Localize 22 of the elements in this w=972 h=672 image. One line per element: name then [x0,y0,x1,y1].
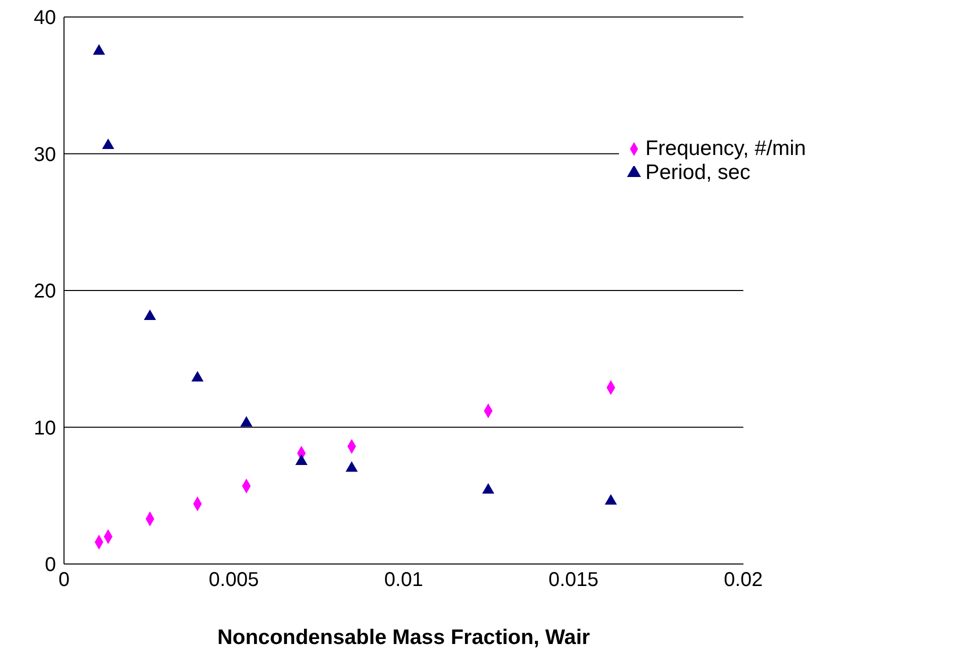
y-tick-label: 30 [34,144,56,166]
y-tick-label: 0 [44,554,56,576]
y-tick-label: 40 [34,7,56,30]
point [92,44,106,55]
x-tick-label: 0.015 [548,569,599,592]
point [604,494,617,505]
point [102,138,114,150]
point [482,483,494,494]
point [191,371,204,382]
point [144,309,156,320]
x-tick-label: 0.02 [724,569,763,592]
x-tick-label: 0.01 [384,569,424,592]
legend-label: Frequency, #/min [645,137,806,160]
x-axis-title: Noncondensable Mass Fraction, Wair [217,626,590,649]
x-tick-label: 0.005 [208,569,259,592]
point [240,416,252,427]
y-tick-label: 10 [34,417,56,440]
point [295,454,308,465]
x-tick-label: 0 [58,569,70,592]
point [346,461,358,472]
legend-label: Period, sec [645,161,750,184]
y-tick-label: 20 [34,280,56,303]
